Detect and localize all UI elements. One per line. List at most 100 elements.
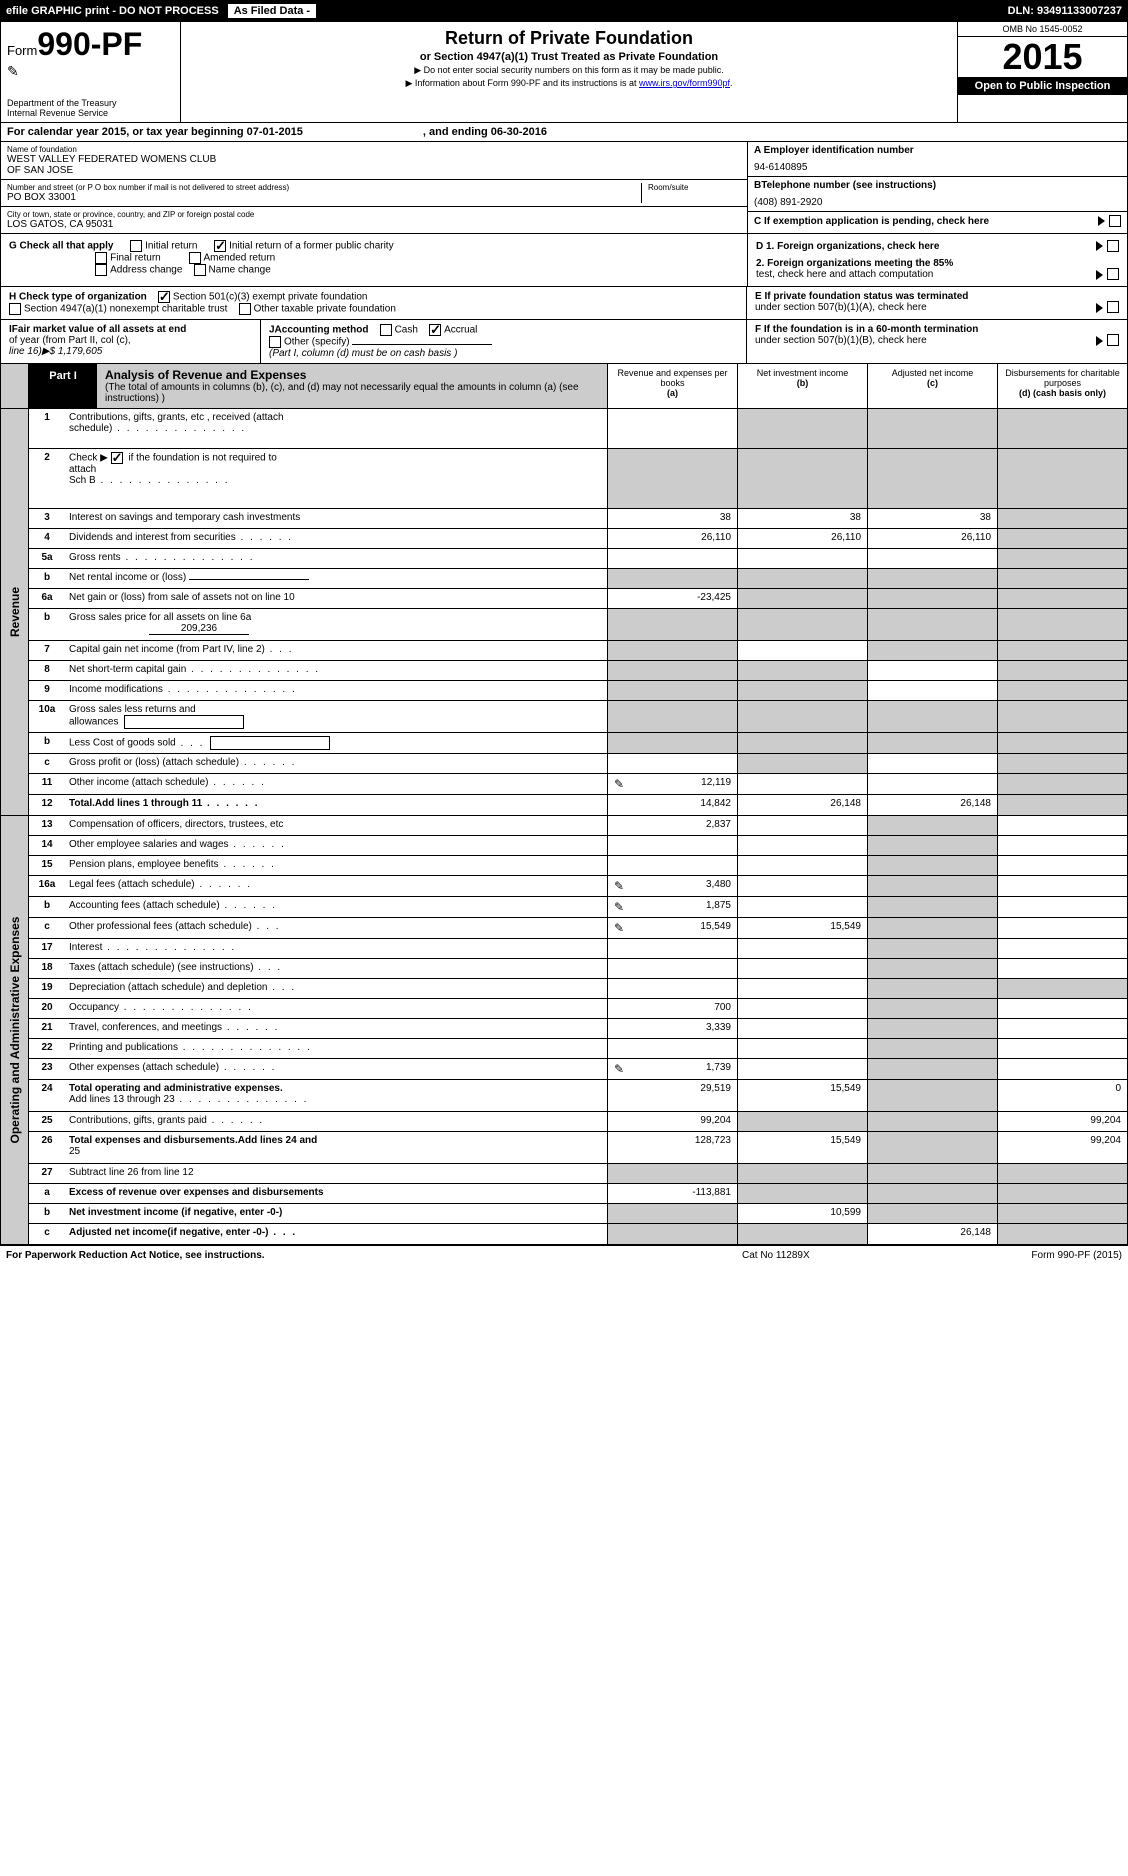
cell-b xyxy=(737,549,867,568)
row-num: c xyxy=(29,754,65,773)
cell-b xyxy=(737,836,867,855)
row-num: 11 xyxy=(29,774,65,794)
row-desc: Capital gain net income (from Part IV, l… xyxy=(65,641,607,660)
cell-c xyxy=(867,409,997,448)
j-label: JAccounting method xyxy=(269,325,368,336)
info-right: A Employer identification number 94-6140… xyxy=(747,142,1127,233)
g-d-row: G Check all that apply Initial return In… xyxy=(0,234,1128,287)
g-o1: Initial return xyxy=(145,241,197,252)
dln: DLN: 93491133007237 xyxy=(1008,5,1128,17)
j-note: (Part I, column (d) must be on cash basi… xyxy=(269,348,457,359)
arrow-icon xyxy=(1098,216,1105,226)
cell-d xyxy=(997,549,1127,568)
c-checkbox[interactable] xyxy=(1109,215,1121,227)
d2-checkbox[interactable] xyxy=(1107,268,1119,280)
e2-label: under section 507(b)(1)(A), check here xyxy=(755,302,927,313)
col-a-tag: (a) xyxy=(667,388,678,398)
f-section: F If the foundation is in a 60-month ter… xyxy=(747,320,1127,363)
cell-d xyxy=(997,733,1127,753)
chk-initial-former[interactable] xyxy=(214,240,226,252)
row-desc: Gross profit or (loss) (attach schedule) xyxy=(65,754,607,773)
d1-checkbox[interactable] xyxy=(1107,240,1119,252)
h-o2: Section 4947(a)(1) nonexempt charitable … xyxy=(24,304,227,315)
h-o3: Other taxable private foundation xyxy=(254,304,396,315)
cell-b xyxy=(737,979,867,998)
row-num: b xyxy=(29,569,65,588)
revenue-table: Revenue 1 Contributions, gifts, grants, … xyxy=(0,409,1128,816)
cell-a: ✎1,739 xyxy=(607,1059,737,1079)
cell-b: 10,599 xyxy=(737,1204,867,1223)
e-checkbox[interactable] xyxy=(1107,301,1119,313)
f-checkbox[interactable] xyxy=(1107,334,1119,346)
row-num: 5a xyxy=(29,549,65,568)
chk-final-return[interactable] xyxy=(95,252,107,264)
phone-cell: BTelephone number (see instructions) (40… xyxy=(748,177,1127,212)
row-num: 16a xyxy=(29,876,65,896)
col-d-head: Disbursements for charitable purposes (d… xyxy=(997,364,1127,408)
row-num: 23 xyxy=(29,1059,65,1079)
cell-a: 128,723 xyxy=(607,1132,737,1163)
as-filed-box: As Filed Data - xyxy=(227,3,317,19)
part1-title: Analysis of Revenue and Expenses xyxy=(105,368,599,382)
chk-sch-b[interactable] xyxy=(111,452,123,464)
room-label: Room/suite xyxy=(648,183,741,192)
d2a-label: 2. Foreign organizations meeting the 85% xyxy=(756,258,953,269)
row-desc: Adjusted net income(if negative, enter -… xyxy=(65,1224,607,1244)
city-label: City or town, state or province, country… xyxy=(7,210,741,219)
chk-4947a1[interactable] xyxy=(9,303,21,315)
ein-label: A Employer identification number xyxy=(754,145,1121,156)
chk-accrual[interactable] xyxy=(429,324,441,336)
cell-d xyxy=(997,529,1127,548)
cell-d xyxy=(997,918,1127,938)
ein-value: 94-6140895 xyxy=(754,162,1121,173)
row-17: 17 Interest xyxy=(29,939,1127,959)
chk-initial-return[interactable] xyxy=(130,240,142,252)
cell-c xyxy=(867,701,997,732)
row-9: 9 Income modifications xyxy=(29,681,1127,701)
g-o6: Name change xyxy=(209,265,271,276)
cell-c xyxy=(867,999,997,1018)
cell-b xyxy=(737,959,867,978)
cell-d xyxy=(997,589,1127,608)
d-section: D 1. Foreign organizations, check here 2… xyxy=(747,234,1127,286)
col-d-text: Disbursements for charitable purposes xyxy=(1005,368,1120,388)
cell-b xyxy=(737,774,867,794)
f1-label: F If the foundation is in a 60-month ter… xyxy=(755,324,978,335)
attach-icon[interactable]: ✎ xyxy=(614,1062,624,1076)
j-accrual: Accrual xyxy=(444,325,477,336)
part1-desc: Analysis of Revenue and Expenses (The to… xyxy=(97,364,607,408)
row-num: 17 xyxy=(29,939,65,958)
chk-other-taxable[interactable] xyxy=(239,303,251,315)
attach-icon[interactable]: ✎ xyxy=(614,921,624,935)
cell-a xyxy=(607,1164,737,1183)
arrow-icon xyxy=(1096,270,1103,280)
form-version: Form 990-PF (2015) xyxy=(942,1250,1122,1261)
h-section: H Check type of organization Section 501… xyxy=(1,287,747,319)
arrow-icon xyxy=(1096,241,1103,251)
chk-501c3[interactable] xyxy=(158,291,170,303)
row-desc: Dividends and interest from securities xyxy=(65,529,607,548)
address-cell: Number and street (or P O box number if … xyxy=(1,180,747,207)
cell-b: 15,549 xyxy=(737,1080,867,1111)
chk-address-change[interactable] xyxy=(95,264,107,276)
foundation-name-1: WEST VALLEY FEDERATED WOMENS CLUB xyxy=(7,154,741,165)
row-desc: Interest on savings and temporary cash i… xyxy=(65,509,607,528)
chk-amended-return[interactable] xyxy=(189,252,201,264)
attach-icon[interactable]: ✎ xyxy=(614,900,624,914)
chk-other-method[interactable] xyxy=(269,336,281,348)
attach-icon[interactable]: ✎ xyxy=(614,777,624,791)
row-27a: a Excess of revenue over expenses and di… xyxy=(29,1184,1127,1204)
chk-cash[interactable] xyxy=(380,324,392,336)
irs-link[interactable]: www.irs.gov/form990pf xyxy=(639,78,730,88)
row-num: 8 xyxy=(29,661,65,680)
cell-c xyxy=(867,609,997,640)
cell-b xyxy=(737,897,867,917)
part1-header: Part I Analysis of Revenue and Expenses … xyxy=(0,364,1128,409)
row-desc: Taxes (attach schedule) (see instruction… xyxy=(65,959,607,978)
chk-name-change[interactable] xyxy=(194,264,206,276)
row-14: 14 Other employee salaries and wages xyxy=(29,836,1127,856)
col-c-text: Adjusted net income xyxy=(892,368,974,378)
cell-c xyxy=(867,1164,997,1183)
cell-a xyxy=(607,959,737,978)
attach-icon[interactable]: ✎ xyxy=(614,879,624,893)
